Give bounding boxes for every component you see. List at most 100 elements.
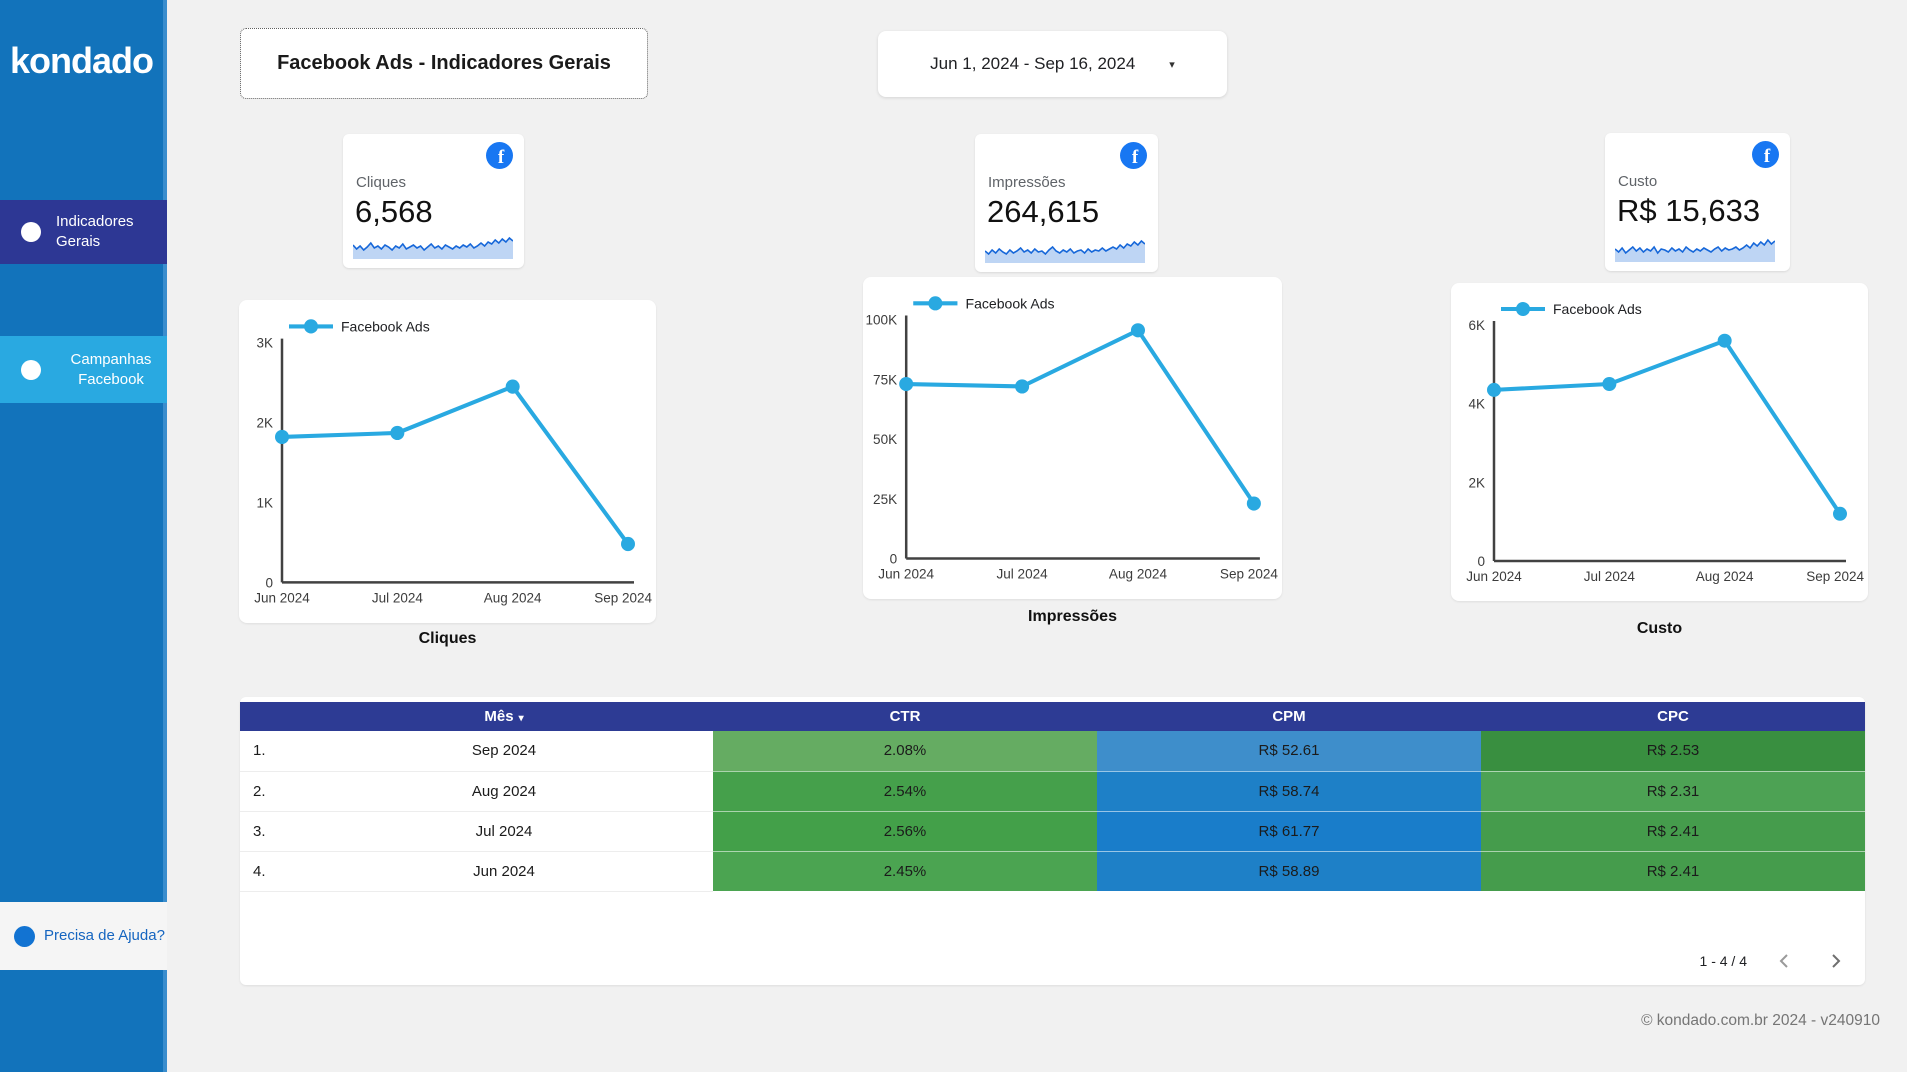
cell-cpc: R$ 2.31 (1481, 771, 1865, 812)
sparkline-chart (985, 239, 1145, 263)
pagination-range: 1 - 4 / 4 (1699, 953, 1747, 969)
scorecard-impressoes: f Impressões 264,615 (975, 134, 1158, 272)
chevron-right-icon[interactable] (1823, 949, 1847, 973)
table-header: Mês ▾ CTR CPM CPC (240, 702, 1865, 731)
svg-text:f: f (1764, 146, 1771, 167)
facebook-icon: f (1120, 142, 1147, 169)
date-range-picker[interactable]: Jun 1, 2024 - Sep 16, 2024 ▾ (878, 31, 1227, 97)
cell-index: 2. (240, 771, 295, 812)
sidebar: kondado Indicadores Gerais Campanhas Fac… (0, 0, 167, 1072)
pagination: 1 - 4 / 4 (1700, 949, 1847, 973)
svg-text:Aug 2024: Aug 2024 (1109, 567, 1167, 582)
chevron-left-icon[interactable] (1773, 949, 1797, 973)
svg-text:Aug 2024: Aug 2024 (1696, 569, 1754, 584)
sidebar-item-indicadores-gerais[interactable]: Indicadores Gerais (0, 200, 167, 264)
scorecard-label: Custo (1618, 173, 1658, 190)
page-title: Facebook Ads - Indicadores Gerais (240, 28, 648, 99)
svg-text:0: 0 (265, 575, 273, 590)
svg-text:2K: 2K (256, 416, 273, 431)
svg-text:2K: 2K (1468, 475, 1485, 490)
svg-text:Jun 2024: Jun 2024 (1466, 569, 1522, 584)
page-title-text: Facebook Ads - Indicadores Gerais (277, 52, 611, 74)
kondado-logo: kondado (10, 40, 154, 81)
facebook-icon: f (486, 142, 513, 169)
cell-cpc: R$ 2.41 (1481, 811, 1865, 852)
help-label: Precisa de Ajuda? (44, 927, 165, 944)
scorecard-value: R$ 15,633 (1617, 193, 1761, 228)
cell-index: 4. (240, 851, 295, 892)
help-bullet-icon (14, 925, 35, 947)
svg-text:0: 0 (890, 552, 898, 567)
svg-text:Sep 2024: Sep 2024 (594, 591, 652, 606)
svg-text:100K: 100K (865, 313, 897, 328)
sort-desc-icon: ▾ (518, 713, 524, 724)
svg-text:f: f (498, 147, 505, 168)
svg-text:Facebook Ads: Facebook Ads (965, 295, 1054, 311)
cell-index: 1. (240, 731, 295, 772)
cell-ctr: 2.54% (713, 771, 1097, 812)
column-header-ms[interactable]: Mês ▾ (295, 702, 713, 731)
svg-text:f: f (1132, 147, 1139, 168)
cell-index: 3. (240, 811, 295, 852)
svg-text:Jul 2024: Jul 2024 (1584, 569, 1636, 584)
table-row: 3. Jul 2024 2.56% R$ 61.77 R$ 2.41 (240, 811, 1865, 852)
cell-cpc: R$ 2.41 (1481, 851, 1865, 892)
cell-mes: Jul 2024 (295, 811, 713, 852)
table-body: 1. Sep 2024 2.08% R$ 52.61 R$ 2.53 2. Aug 2024… (240, 731, 1865, 892)
sidebar-item-campanhas-facebook[interactable]: Campanhas Facebook (0, 336, 167, 403)
sidebar-item-label: Campanhas Facebook (70, 350, 152, 388)
metrics-table-card: Mês ▾ CTR CPM CPC 1. Sep 2024 2.08% R$ 52.61 R$ … (240, 697, 1865, 985)
svg-text:Jun 2024: Jun 2024 (254, 591, 310, 606)
cell-cpm: R$ 58.74 (1097, 771, 1481, 812)
svg-text:75K: 75K (873, 372, 897, 387)
svg-text:4K: 4K (1468, 397, 1485, 412)
table-row: 4. Jun 2024 2.45% R$ 58.89 R$ 2.41 (240, 851, 1865, 892)
cell-cpm: R$ 61.77 (1097, 811, 1481, 852)
chart-title-cliques: Cliques (418, 630, 477, 647)
cell-ctr: 2.08% (713, 731, 1097, 772)
svg-text:Jul 2024: Jul 2024 (372, 591, 423, 606)
sparkline-chart (1615, 238, 1775, 262)
impressoes-chart[interactable]: Facebook Ads 0 25K 50K 75K 100K Jun 2024 Jul 20… (863, 277, 1282, 599)
svg-text:6K: 6K (1468, 318, 1485, 333)
bullet-icon (21, 222, 41, 242)
help-link[interactable]: Precisa de Ajuda? (0, 902, 167, 970)
table-row: 2. Aug 2024 2.54% R$ 58.74 R$ 2.31 (240, 771, 1865, 812)
svg-text:50K: 50K (873, 432, 897, 447)
cell-cpm: R$ 58.89 (1097, 851, 1481, 892)
svg-text:0: 0 (1477, 554, 1485, 569)
custo-chart[interactable]: Facebook Ads 0 2K 4K 6K Jun 2024 Jul 2024 Aug 2… (1451, 283, 1868, 601)
scorecard-value: 264,615 (987, 194, 1100, 229)
svg-text:Facebook Ads: Facebook Ads (341, 318, 430, 334)
cell-mes: Sep 2024 (295, 731, 713, 772)
sparkline-chart (353, 236, 513, 259)
sidebar-item-label: Indicadores Gerais (56, 213, 134, 250)
scorecard-custo: f Custo R$ 15,633 (1605, 133, 1790, 271)
date-range-value: Jun 1, 2024 - Sep 16, 2024 (930, 54, 1136, 73)
cell-mes: Aug 2024 (295, 771, 713, 812)
table-row: 1. Sep 2024 2.08% R$ 52.61 R$ 2.53 (240, 731, 1865, 772)
svg-text:Sep 2024: Sep 2024 (1220, 567, 1278, 582)
cliques-chart[interactable]: Facebook Ads 0 1K 2K 3K Jun 2024 Jul 2024 Aug 2… (239, 300, 656, 623)
copyright-version: © kondado.com.br 2024 - v240910 (1641, 1012, 1880, 1029)
svg-text:1K: 1K (256, 495, 273, 510)
bullet-icon (21, 359, 41, 380)
svg-text:Jul 2024: Jul 2024 (996, 567, 1048, 582)
cell-cpm: R$ 52.61 (1097, 731, 1481, 772)
chart-title-custo: Custo (1636, 620, 1683, 637)
facebook-icon: f (1752, 141, 1779, 168)
scorecard-label: Impressões (988, 174, 1066, 191)
column-header-cpc[interactable]: CPC (1481, 702, 1865, 731)
svg-text:3K: 3K (256, 336, 273, 351)
svg-text:Jun 2024: Jun 2024 (878, 567, 934, 582)
svg-text:Sep 2024: Sep 2024 (1806, 569, 1864, 584)
cell-ctr: 2.45% (713, 851, 1097, 892)
column-header-cpm[interactable]: CPM (1097, 702, 1481, 731)
column-header-ctr[interactable]: CTR (713, 702, 1097, 731)
cell-cpc: R$ 2.53 (1481, 731, 1865, 772)
scorecard-cliques: f Cliques 6,568 (343, 134, 524, 268)
cell-ctr: 2.56% (713, 811, 1097, 852)
scorecard-value: 6,568 (355, 194, 433, 229)
cell-mes: Jun 2024 (295, 851, 713, 892)
chart-title-impressoes: Impressões (1028, 608, 1117, 625)
